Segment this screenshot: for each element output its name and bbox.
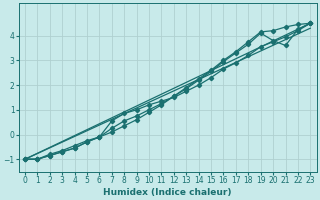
X-axis label: Humidex (Indice chaleur): Humidex (Indice chaleur) [103,188,232,197]
